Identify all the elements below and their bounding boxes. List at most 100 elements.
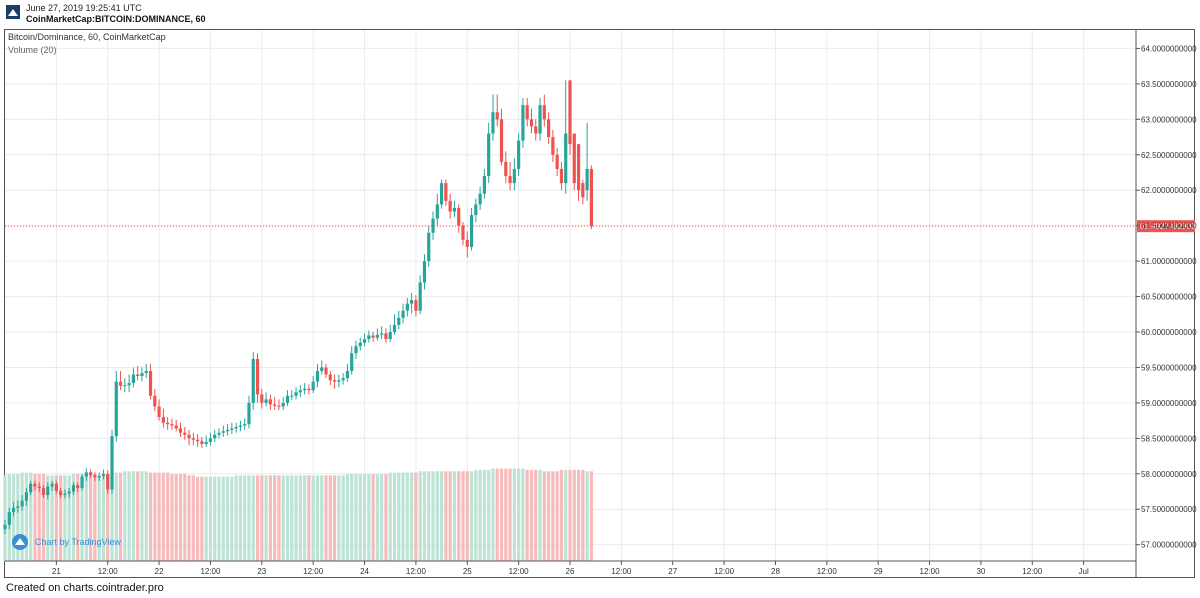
- last-price-tag: [1137, 220, 1195, 233]
- candle-body: [341, 378, 345, 381]
- candle-body: [469, 215, 474, 247]
- candle-body: [324, 367, 328, 375]
- candle-body: [114, 381, 118, 437]
- volume-bar: [538, 469, 542, 561]
- candle-body: [20, 500, 24, 507]
- candle-body: [16, 506, 20, 508]
- volume-bar: [260, 475, 264, 561]
- candle-body: [144, 371, 148, 374]
- tradingview-badge[interactable]: Chart by TradingView: [12, 534, 121, 550]
- x-tick-label: 12:00: [611, 567, 632, 576]
- candle-body: [517, 140, 521, 169]
- candle-body: [187, 434, 191, 439]
- volume-bar: [54, 475, 58, 561]
- x-tick-label: 12:00: [714, 567, 735, 576]
- candle-body: [191, 438, 195, 440]
- volume-bar: [431, 471, 435, 561]
- volume-bar: [341, 475, 345, 561]
- candle-body: [320, 367, 324, 372]
- candle-body: [568, 80, 572, 145]
- candle-body: [204, 441, 208, 445]
- x-tick-label: 12:00: [98, 567, 119, 576]
- candle-body: [551, 137, 555, 155]
- volume-bar: [273, 475, 277, 561]
- candle-body: [76, 485, 80, 488]
- volume-bar: [546, 471, 551, 561]
- volume-bar: [157, 472, 161, 561]
- chart-frame: [4, 29, 1195, 578]
- volume-bar: [46, 475, 50, 561]
- y-tick-label: 58.5000000000: [1141, 434, 1197, 443]
- volume-bar: [444, 471, 448, 561]
- volume-bar: [525, 469, 529, 561]
- volume-bar: [127, 471, 131, 561]
- volume-legend: Volume (20): [8, 45, 57, 55]
- volume-bar: [174, 473, 178, 561]
- candle-body: [495, 112, 499, 120]
- volume-bar: [332, 475, 337, 561]
- x-tick-label: 28: [771, 567, 780, 576]
- volume-bar: [106, 475, 110, 561]
- volume-bar: [448, 471, 452, 561]
- volume-bar: [388, 472, 392, 561]
- y-tick-label: 63.5000000000: [1141, 80, 1197, 89]
- volume-bar: [67, 475, 71, 561]
- y-tick-label: 62.5000000000: [1141, 151, 1197, 160]
- volume-bar: [564, 469, 568, 561]
- volume-bar: [251, 475, 255, 561]
- candle-body: [260, 394, 264, 403]
- volume-bar: [183, 473, 187, 561]
- x-tick-label: 24: [360, 567, 369, 576]
- y-tick-label: 59.0000000000: [1141, 399, 1197, 408]
- candle-body: [307, 388, 311, 391]
- x-tick-label: Jul: [1079, 567, 1089, 576]
- volume-bar: [478, 469, 482, 561]
- volume-bar: [225, 476, 230, 561]
- volume-bar: [469, 471, 474, 561]
- candle-body: [465, 239, 469, 247]
- candles: [3, 80, 594, 535]
- candle-body: [564, 133, 568, 184]
- candle-body: [392, 324, 397, 333]
- volume-bar: [452, 471, 457, 561]
- candle-body: [367, 335, 371, 340]
- candle-body: [589, 168, 594, 227]
- series-legend: Bitcoin/Dominance, 60, CoinMarketCap: [8, 32, 166, 42]
- volume-bar: [290, 475, 294, 561]
- volume-bar: [238, 475, 243, 561]
- candle-body: [93, 475, 97, 478]
- candle-body: [380, 333, 384, 335]
- x-tick-label: 12:00: [920, 567, 941, 576]
- volume-bar: [204, 476, 208, 561]
- volume-bar: [362, 473, 367, 561]
- x-tick-label: 30: [976, 567, 985, 576]
- volume-bar: [80, 473, 84, 561]
- candle-body: [538, 105, 542, 134]
- volume-bar: [439, 471, 444, 561]
- volume-bar: [136, 471, 140, 561]
- candle-body: [161, 417, 165, 423]
- volume-bar: [422, 471, 427, 561]
- candle-body: [559, 168, 564, 184]
- volume-bar: [542, 471, 546, 561]
- candle-body: [388, 332, 392, 340]
- candle-body: [534, 126, 538, 134]
- volume-bar: [461, 471, 465, 561]
- grid: [5, 30, 1135, 561]
- volume-bar: [200, 476, 204, 561]
- x-tick-label: 26: [566, 567, 575, 576]
- x-tick-label: 12:00: [200, 567, 221, 576]
- volume-bar: [230, 476, 234, 561]
- candle-body: [247, 402, 251, 425]
- volume-bar: [153, 472, 157, 561]
- candle-body: [148, 371, 153, 396]
- volume-bar: [234, 475, 238, 561]
- volume-bar: [191, 475, 195, 561]
- candle-body: [285, 395, 290, 403]
- candle-body: [457, 207, 461, 226]
- candle-body: [243, 424, 247, 426]
- volume-bar: [144, 471, 148, 561]
- volume-bar: [311, 475, 315, 561]
- candle-body: [461, 225, 465, 240]
